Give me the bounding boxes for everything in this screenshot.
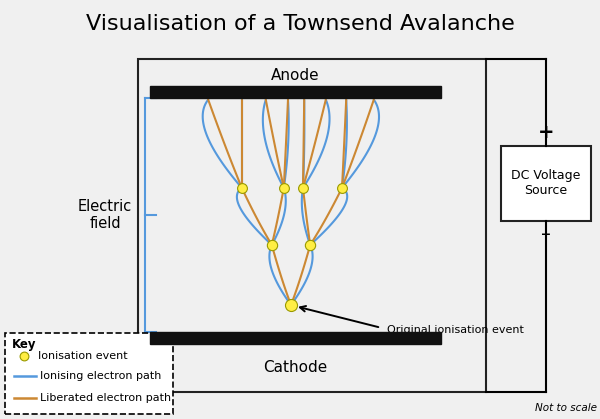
Bar (150, 332, 441, 344)
Text: +: + (538, 123, 554, 142)
Bar (501, 146, 591, 221)
Point (267, 242, 277, 248)
Text: Visualisation of a Townsend Avalanche: Visualisation of a Townsend Avalanche (86, 14, 514, 34)
Text: –: – (541, 225, 551, 243)
Text: Not to scale: Not to scale (535, 403, 597, 413)
Point (286, 302, 296, 308)
Text: Ionisation event: Ionisation event (38, 351, 127, 361)
Text: Electric
field: Electric field (78, 199, 132, 231)
Point (237, 184, 247, 191)
Point (305, 242, 315, 248)
Text: Cathode: Cathode (263, 360, 328, 375)
Text: Original ionisation event: Original ionisation event (387, 325, 524, 335)
Point (337, 184, 347, 191)
Point (19, 353, 29, 360)
Text: Anode: Anode (271, 68, 320, 83)
Bar (138, 59, 486, 392)
Point (279, 184, 289, 191)
Point (298, 184, 308, 191)
Text: DC Voltage
Source: DC Voltage Source (511, 169, 581, 197)
Text: Liberated electron path: Liberated electron path (40, 393, 171, 403)
Bar (150, 86, 441, 98)
Bar (5, 333, 173, 414)
Text: Key: Key (12, 338, 37, 351)
Text: Ionising electron path: Ionising electron path (40, 371, 161, 381)
